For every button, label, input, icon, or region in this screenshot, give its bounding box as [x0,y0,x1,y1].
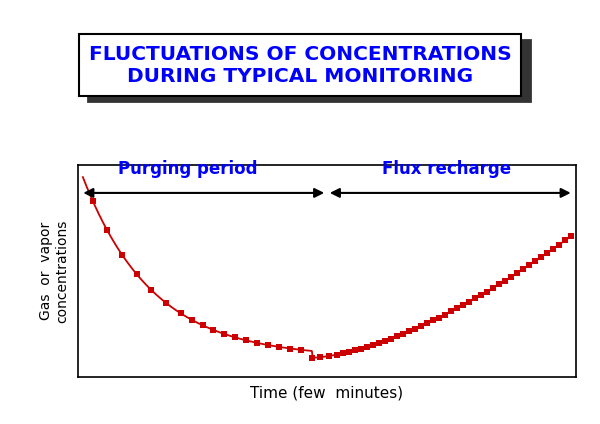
Text: Purging period: Purging period [118,160,257,178]
Text: FLUCTUATIONS OF CONCENTRATIONS
DURING TYPICAL MONITORING: FLUCTUATIONS OF CONCENTRATIONS DURING TY… [98,50,520,91]
Text: FLUCTUATIONS OF CONCENTRATIONS
DURING TYPICAL MONITORING: FLUCTUATIONS OF CONCENTRATIONS DURING TY… [89,45,511,86]
Text: Flux recharge: Flux recharge [382,160,511,178]
X-axis label: Time (few  minutes): Time (few minutes) [250,386,404,401]
Y-axis label: Gas  or  vapor
concentrations: Gas or vapor concentrations [40,220,70,323]
